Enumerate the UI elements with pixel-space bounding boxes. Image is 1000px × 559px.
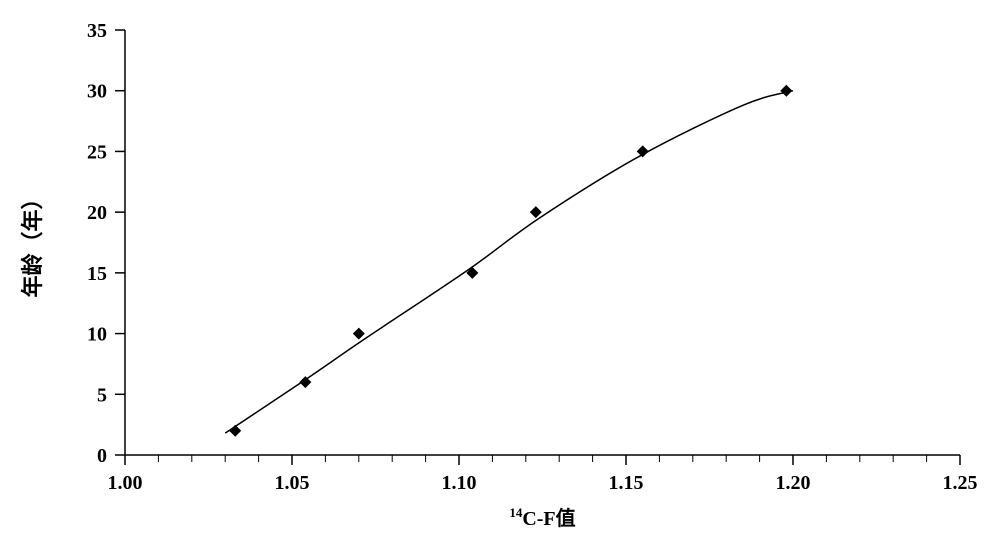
chart-container: 0 5 10 15 20 25 30 35 1.00 1.05 1.10 1.15 1.20 1.25 年龄… <box>0 0 1000 559</box>
y-tick-label: 10 <box>87 324 107 346</box>
y-tick-label: 25 <box>87 141 107 163</box>
y-tick-label: 30 <box>87 81 107 103</box>
y-tick-label: 5 <box>97 384 107 406</box>
x-tick-label: 1.25 <box>943 472 978 494</box>
x-tick-label: 1.20 <box>776 472 811 494</box>
x-tick-label: 1.05 <box>275 472 310 494</box>
y-tick-label: 15 <box>87 263 107 285</box>
y-tick-label: 0 <box>97 445 107 467</box>
x-tick-label: 1.15 <box>609 472 644 494</box>
y-tick-label: 35 <box>87 20 107 42</box>
x-tick-label: 1.00 <box>108 472 143 494</box>
y-axis-label: 年龄（年） <box>20 187 45 297</box>
chart-svg: 0 5 10 15 20 25 30 35 1.00 1.05 1.10 1.15 1.20 1.25 年龄… <box>0 0 1000 559</box>
y-tick-label: 20 <box>87 202 107 224</box>
x-tick-label: 1.10 <box>442 472 477 494</box>
